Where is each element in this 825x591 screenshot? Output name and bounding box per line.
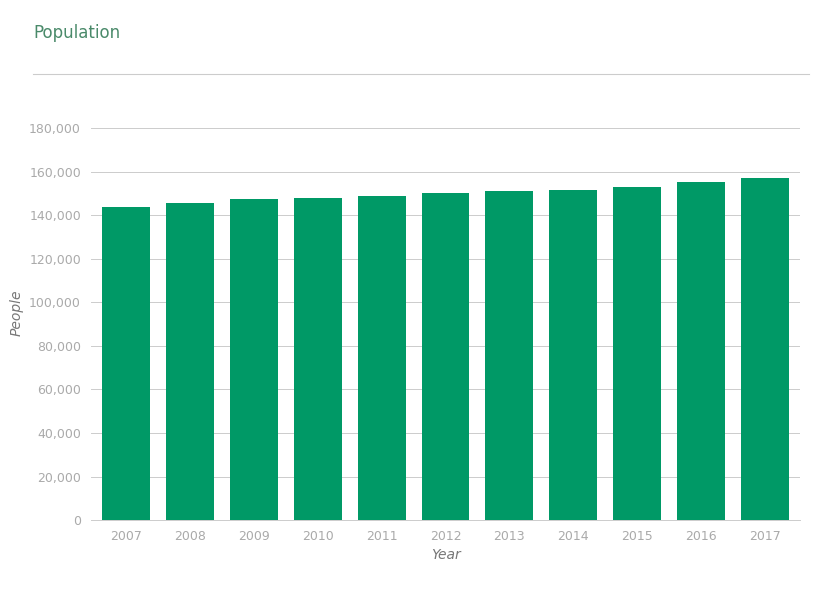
Bar: [549, 190, 597, 520]
X-axis label: Year: Year: [431, 548, 460, 563]
Bar: [613, 187, 661, 520]
Bar: [230, 199, 278, 520]
Bar: [102, 206, 150, 520]
Bar: [357, 196, 406, 520]
Bar: [741, 178, 789, 520]
Bar: [166, 203, 214, 520]
Y-axis label: People: People: [10, 290, 24, 336]
Bar: [677, 182, 725, 520]
Text: Population: Population: [33, 24, 120, 41]
Bar: [485, 191, 534, 520]
Bar: [294, 198, 342, 520]
Bar: [422, 193, 469, 520]
